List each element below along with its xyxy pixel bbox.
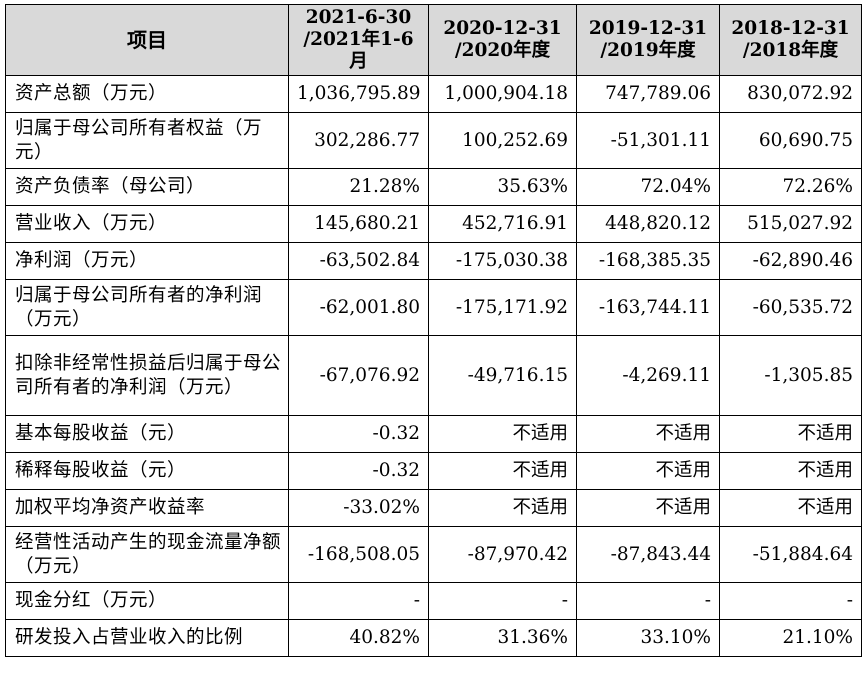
row-value: -168,508.05	[288, 526, 429, 583]
column-header-line2: /2018年度	[742, 40, 839, 61]
row-value: -51,301.11	[576, 112, 720, 169]
row-value: 31.36%	[428, 619, 577, 657]
table-row: 经营性活动产生的现金流量净额（万元） -168,508.05 -87,970.42-…	[5, 526, 862, 583]
column-header-line1: 2018-12-31	[731, 18, 850, 39]
row-value: -62,001.80	[288, 279, 429, 336]
row-value: 1,000,904.18	[428, 75, 577, 113]
row-value: -	[428, 582, 577, 620]
table-row: 净利润（万元） -63,502.84 -175,030.38 -168,385.35-…	[5, 242, 862, 280]
table-row: 基本每股收益（元） -0.32 不适用 不适用 不适用	[5, 415, 862, 453]
row-value: 不适用	[576, 452, 720, 490]
row-value: -4,269.11	[576, 335, 720, 416]
row-value: 33.10%	[576, 619, 720, 657]
row-value: 100,252.69	[428, 112, 577, 169]
row-value: -87,843.44	[576, 526, 720, 583]
row-value: 72.04%	[576, 168, 720, 206]
row-value: 不适用	[576, 489, 720, 527]
row-label: 扣除非经常性损益后归属于母公司所有者的净利润（万元）	[5, 335, 289, 416]
column-header-line2: /2020年度	[454, 40, 551, 61]
column-header-item: 项目	[5, 4, 289, 76]
row-value: -	[576, 582, 720, 620]
row-value: 不适用	[428, 415, 577, 453]
column-header-line2: /2021年1-6月	[303, 29, 414, 72]
table-row: 研发投入占营业收入的比例 40.82% 31.36% 33.10% 21.10%	[5, 619, 862, 657]
row-value: -60,535.72	[719, 279, 862, 336]
row-value: 1,036,795.89	[288, 75, 429, 113]
row-value: -0.32	[288, 452, 429, 490]
row-value: 不适用	[428, 489, 577, 527]
row-label: 现金分红（万元）	[5, 582, 289, 620]
table-row: 归属于母公司所有者权益（万元） 302,286.77 100,252.69 -51,3…	[5, 112, 862, 169]
row-label: 归属于母公司所有者权益（万元）	[5, 112, 289, 169]
row-value: 302,286.77	[288, 112, 429, 169]
row-value: 不适用	[428, 452, 577, 490]
column-header-line1: 2019-12-31	[588, 18, 708, 39]
column-header-2018: 2018-12-31 /2018年度	[719, 4, 862, 76]
table-row: 现金分红（万元） - - - -	[5, 582, 862, 620]
row-value: 145,680.21	[288, 205, 429, 243]
row-value: 72.26%	[719, 168, 862, 206]
column-header-2019: 2019-12-31 /2019年度	[576, 4, 720, 76]
row-value: -1,305.85	[719, 335, 862, 416]
row-value: -33.02%	[288, 489, 429, 527]
row-value: -62,890.46	[719, 242, 862, 280]
table-row: 稀释每股收益（元） -0.32 不适用 不适用 不适用	[5, 452, 862, 490]
row-value: -163,744.11	[576, 279, 720, 336]
row-value: -175,171.92	[428, 279, 577, 336]
table-row: 扣除非经常性损益后归属于母公司所有者的净利润（万元） -67,076.92 -49,…	[5, 335, 862, 416]
row-value: -168,385.35	[576, 242, 720, 280]
row-value: 747,789.06	[576, 75, 720, 113]
row-label: 资产总额（万元）	[5, 75, 289, 113]
row-value: -67,076.92	[288, 335, 429, 416]
row-value: 21.10%	[719, 619, 862, 657]
table-row: 加权平均净资产收益率 -33.02% 不适用 不适用 不适用	[5, 489, 862, 527]
row-value: 830,072.92	[719, 75, 862, 113]
table-row: 资产总额（万元） 1,036,795.89 1,000,904.18 747,789.…	[5, 75, 862, 113]
column-header-2020: 2020-12-31 /2020年度	[428, 4, 577, 76]
row-value: 452,716.91	[428, 205, 577, 243]
row-value: 不适用	[719, 415, 862, 453]
row-value: 不适用	[719, 489, 862, 527]
row-value: -	[719, 582, 862, 620]
row-value: -87,970.42	[428, 526, 577, 583]
row-value: 不适用	[719, 452, 862, 490]
row-value: 515,027.92	[719, 205, 862, 243]
row-label: 净利润（万元）	[5, 242, 289, 280]
row-label: 加权平均净资产收益率	[5, 489, 289, 527]
row-label: 资产负债率（母公司）	[5, 168, 289, 206]
row-value: -51,884.64	[719, 526, 862, 583]
table-body: 资产总额（万元） 1,036,795.89 1,000,904.18 747,789.…	[5, 75, 862, 657]
table-row: 归属于母公司所有者的净利润（万元） -62,001.80 -175,171.92 -1…	[5, 279, 862, 336]
row-value: 60,690.75	[719, 112, 862, 169]
row-label: 基本每股收益（元）	[5, 415, 289, 453]
column-header-2021h1: 2021-6-30 /2021年1-6月	[288, 4, 429, 76]
row-value: -49,716.15	[428, 335, 577, 416]
row-value: 40.82%	[288, 619, 429, 657]
row-label: 经营性活动产生的现金流量净额（万元）	[5, 526, 289, 583]
row-label: 研发投入占营业收入的比例	[5, 619, 289, 657]
table-header-row: 项目 2021-6-30 /2021年1-6月 2020-12-31 /2020…	[5, 4, 862, 76]
table-row: 营业收入（万元） 145,680.21 452,716.91 448,820.12 51…	[5, 205, 862, 243]
row-label: 稀释每股收益（元）	[5, 452, 289, 490]
row-label: 营业收入（万元）	[5, 205, 289, 243]
row-label: 归属于母公司所有者的净利润（万元）	[5, 279, 289, 336]
row-value: -0.32	[288, 415, 429, 453]
row-value: 35.63%	[428, 168, 577, 206]
table-row: 资产负债率（母公司） 21.28% 35.63% 72.04% 72.26%	[5, 168, 862, 206]
column-header-line2: /2019年度	[600, 40, 696, 61]
row-value: -	[288, 582, 429, 620]
row-value: -63,502.84	[288, 242, 429, 280]
column-header-line1: 2021-6-30	[305, 7, 412, 28]
row-value: 448,820.12	[576, 205, 720, 243]
row-value: -175,030.38	[428, 242, 577, 280]
column-header-line1: 项目	[127, 28, 167, 52]
financial-indicators-table: 项目 2021-6-30 /2021年1-6月 2020-12-31 /2020…	[5, 4, 862, 657]
row-value: 21.28%	[288, 168, 429, 206]
column-header-line1: 2020-12-31	[443, 18, 562, 39]
row-value: 不适用	[576, 415, 720, 453]
